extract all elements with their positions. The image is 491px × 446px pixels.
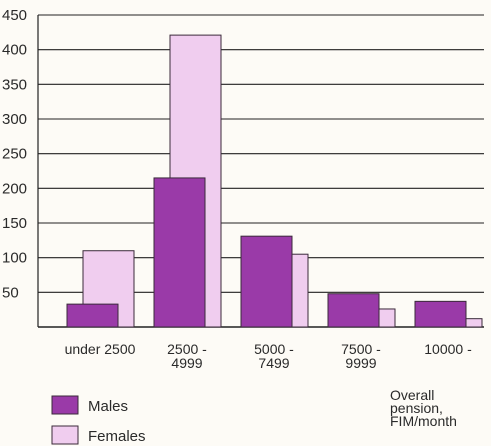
y-tick-450: 450: [2, 7, 27, 24]
y-tick-300: 300: [2, 111, 27, 128]
bar-males-3: [327, 293, 380, 328]
y-tick-200: 200: [2, 180, 27, 197]
category-label-1: 2500 -4999: [167, 341, 207, 371]
bar-males-1: [153, 177, 206, 328]
y-tick-150: 150: [2, 215, 27, 232]
y-tick-350: 350: [2, 76, 27, 93]
category-labels: under 2500 2500 -4999 5000 -7499 7500 -9999…: [65, 341, 473, 371]
y-tick-labels: 50 100 150 200 250 300 350 400 450: [2, 7, 27, 301]
y-tick-100: 100: [2, 250, 27, 267]
category-label-3: 7500 -9999: [341, 341, 381, 371]
category-label-0: under 2500: [65, 341, 136, 357]
y-tick-50: 50: [2, 284, 19, 301]
category-label-2: 5000 -7499: [254, 341, 294, 371]
legend: Males Females: [51, 395, 146, 445]
bars: [66, 34, 483, 328]
bar-males-2: [240, 235, 293, 328]
y-tick-400: 400: [2, 42, 27, 59]
legend-swatch-females: [51, 425, 79, 445]
legend-swatch-males: [51, 395, 79, 415]
y-tick-250: 250: [2, 146, 27, 163]
legend-label-males: Males: [88, 398, 128, 415]
x-axis-label-text: Overall pension, FIM/month: [390, 387, 457, 429]
x-axis-label: Overall pension, FIM/month: [390, 387, 457, 429]
bar-males-0: [66, 303, 119, 328]
category-label-4: 10000 -: [424, 341, 472, 357]
bar-males-4: [414, 300, 467, 328]
legend-label-females: Females: [88, 428, 146, 445]
